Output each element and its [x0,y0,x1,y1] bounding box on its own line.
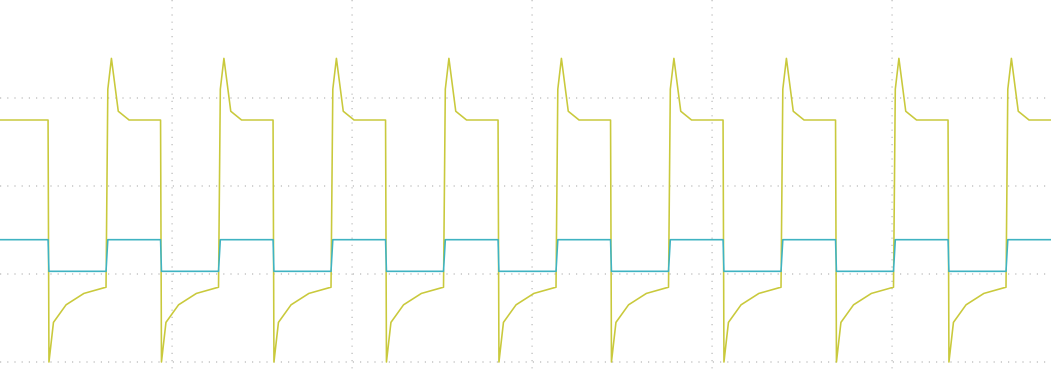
waveform [0,238,1051,273]
waveform [0,57,1051,363]
